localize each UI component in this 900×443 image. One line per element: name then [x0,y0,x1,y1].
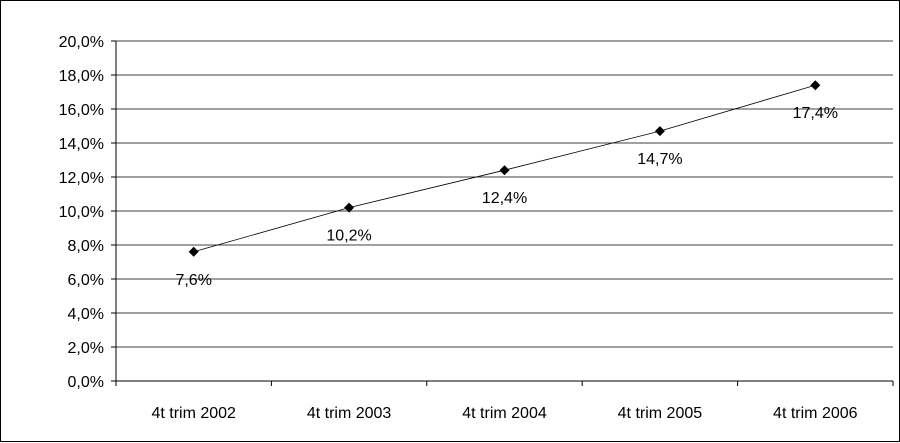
data-point-marker [188,246,199,257]
x-tick-label: 4t trim 2004 [462,405,547,422]
y-tick-label: 2,0% [68,340,104,357]
data-label: 7,6% [175,272,211,289]
y-tick-label: 10,0% [59,204,104,221]
x-tick-label: 4t trim 2005 [618,405,703,422]
data-label: 14,7% [637,151,682,168]
data-label: 12,4% [482,190,527,207]
data-point-marker [344,202,355,213]
x-tick-label: 4t trim 2003 [307,405,392,422]
y-tick-label: 14,0% [59,136,104,153]
data-point-marker [654,126,665,137]
y-tick-label: 18,0% [59,68,104,85]
data-label: 17,4% [793,105,838,122]
data-label: 10,2% [326,228,371,245]
y-tick-label: 20,0% [59,34,104,51]
y-tick-label: 6,0% [68,272,104,289]
y-tick-label: 4,0% [68,306,104,323]
x-tick-label: 4t trim 2006 [773,405,858,422]
data-point-marker [499,165,510,176]
y-tick-label: 8,0% [68,238,104,255]
data-point-marker [810,80,821,91]
y-tick-label: 16,0% [59,102,104,119]
x-tick-label: 4t trim 2002 [151,405,236,422]
y-tick-label: 0,0% [68,374,104,391]
y-tick-label: 12,0% [59,170,104,187]
